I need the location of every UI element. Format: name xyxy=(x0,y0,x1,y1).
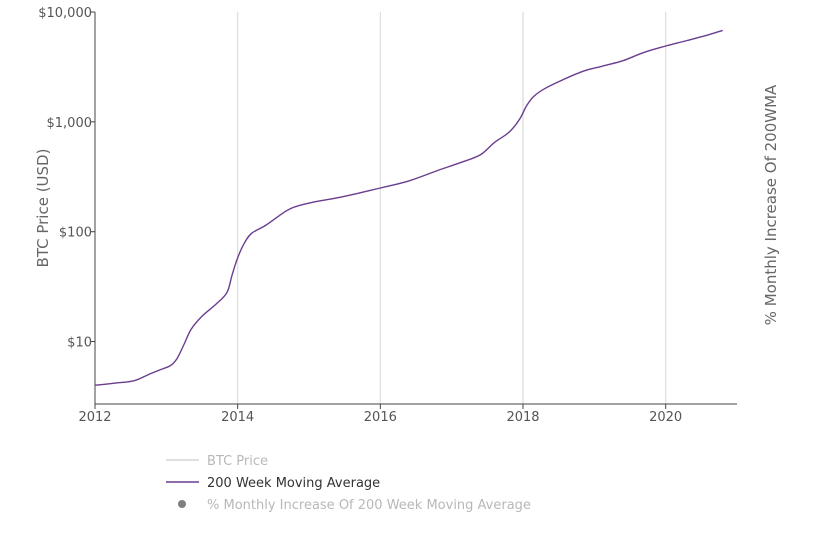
x-tick-label-2020: 2020 xyxy=(649,410,682,425)
legend-item-200wma[interactable]: 200 Week Moving Average xyxy=(166,476,380,491)
y2-axis-title: % Monthly Increase Of 200WMA xyxy=(762,84,780,325)
gridlines xyxy=(237,12,667,404)
series-line-200wma[interactable] xyxy=(94,29,723,386)
x-axis-ticks: 2012 2014 2016 2018 2020 xyxy=(78,404,682,425)
y-tick-label-10: $10 xyxy=(67,336,92,351)
y-tick-label-10000: $10,000 xyxy=(38,6,92,21)
y-axis-title: BTC Price (USD) xyxy=(34,149,52,268)
x-tick-label-2012: 2012 xyxy=(78,410,111,425)
legend-item-monthly-increase[interactable]: % Monthly Increase Of 200 Week Moving Av… xyxy=(178,498,531,513)
y-axis-ticks: $10,000 $1,000 $100 $10 xyxy=(38,6,95,351)
legend-label-monthly-increase: % Monthly Increase Of 200 Week Moving Av… xyxy=(207,498,531,513)
legend-label-200wma: 200 Week Moving Average xyxy=(207,476,380,491)
x-tick-label-2014: 2014 xyxy=(221,410,254,425)
y-tick-label-1000: $1,000 xyxy=(47,116,93,131)
legend: BTC Price 200 Week Moving Average % Mont… xyxy=(166,454,531,513)
legend-label-btc-price: BTC Price xyxy=(207,454,268,469)
y-tick-label-100: $100 xyxy=(59,226,92,241)
legend-swatch-monthly-increase xyxy=(178,500,186,508)
x-tick-label-2016: 2016 xyxy=(364,410,397,425)
x-tick-label-2018: 2018 xyxy=(506,410,539,425)
legend-item-btc-price[interactable]: BTC Price xyxy=(166,454,268,469)
